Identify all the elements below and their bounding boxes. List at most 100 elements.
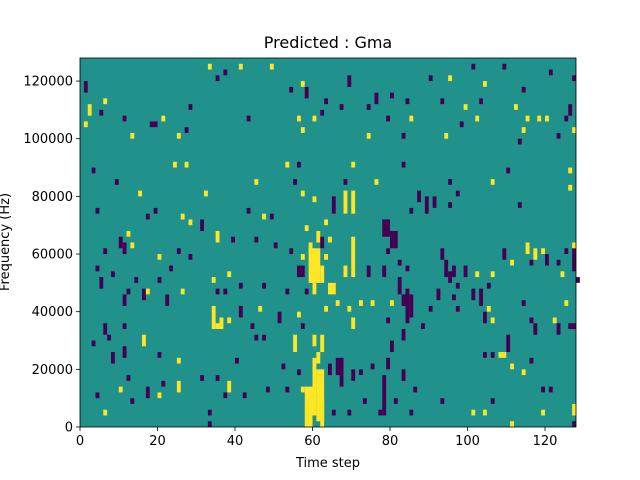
heatmap-cell-low: [393, 398, 398, 404]
x-tick-label: 80: [382, 434, 399, 449]
heatmap-cell-low: [304, 86, 309, 99]
heatmap-cell-high: [328, 282, 336, 295]
heatmap-cell-low: [401, 161, 406, 168]
heatmap-cell-low: [161, 380, 166, 387]
heatmap-cell-low: [293, 179, 297, 185]
y-tick-label: 120000: [23, 75, 73, 90]
heatmap-cell-high: [359, 300, 363, 306]
heatmap-cell-high: [320, 334, 325, 353]
heatmap-cell-low: [455, 190, 460, 197]
heatmap-cell-high: [300, 81, 305, 87]
heatmap-cell-low: [448, 202, 452, 208]
heatmap-cell-low: [238, 282, 243, 289]
heatmap-cell-low: [95, 392, 100, 399]
heatmap-cell-low: [366, 265, 371, 278]
heatmap-cell-low: [122, 294, 127, 306]
heatmap-cell-low: [397, 259, 402, 266]
heatmap-cell-high: [161, 115, 166, 122]
x-tick-label: 120: [533, 434, 558, 449]
heatmap-cell-high: [374, 179, 379, 185]
heatmap-cell-low: [572, 248, 576, 272]
heatmap-cell-low: [405, 288, 410, 324]
heatmap-cell-low: [409, 207, 414, 214]
heatmap-cell-low: [304, 288, 309, 295]
heatmap-cell-low: [401, 294, 406, 306]
x-tick-label: 20: [149, 434, 166, 449]
heatmap-cell-high: [238, 63, 243, 70]
heatmap-cell-high: [312, 282, 317, 295]
x-tick-label: 0: [76, 434, 84, 449]
heatmap-cell-high: [409, 115, 414, 122]
heatmap-cell-low: [297, 161, 301, 168]
heatmap-cell-high: [184, 161, 189, 168]
heatmap-cell-low: [99, 277, 104, 289]
heatmap-cell-low: [200, 219, 204, 231]
heatmap-cell-high: [483, 409, 487, 416]
heatmap-cell-low: [572, 421, 576, 427]
heatmap-cell-low: [479, 288, 483, 306]
heatmap-cell-low: [564, 248, 569, 255]
heatmap-cell-high: [262, 213, 266, 220]
x-tick-label: 100: [455, 434, 480, 449]
heatmap-cell-high: [297, 311, 301, 318]
heatmap-cell-low: [428, 305, 433, 312]
heatmap-cell-low: [238, 305, 243, 318]
heatmap-cell-low: [289, 86, 294, 93]
heatmap-cell-low: [157, 352, 162, 358]
heatmap-cell-high: [145, 288, 150, 295]
heatmap-cell-high: [335, 300, 340, 306]
heatmap-cell-high: [316, 230, 321, 243]
heatmap-cell-low: [320, 236, 325, 249]
heatmap-cell-low: [122, 323, 127, 329]
heatmap-cell-low: [463, 265, 468, 278]
heatmap-cell-high: [463, 104, 468, 110]
heatmap-cell-high: [130, 132, 135, 139]
heatmap-cell-low: [207, 421, 212, 427]
heatmap-cell-low: [91, 167, 96, 174]
heatmap-cell-high: [541, 248, 545, 255]
heatmap-cell-low: [401, 132, 406, 139]
heatmap-cell-high: [300, 190, 305, 197]
heatmap-cell-high: [514, 104, 518, 110]
heatmap-cell-low: [405, 98, 410, 105]
heatmap-cell-low: [324, 98, 328, 105]
heatmap-cell-low: [235, 357, 239, 364]
heatmap-cell-low: [436, 288, 441, 301]
heatmap-cell-low: [254, 236, 259, 243]
heatmap-cell-high: [537, 115, 542, 122]
heatmap-cell-low: [331, 409, 336, 416]
heatmap-cell-low: [118, 236, 123, 249]
heatmap-cell-low: [297, 265, 305, 278]
heatmap-cell-high: [227, 380, 232, 393]
y-tick-label: 20000: [32, 363, 73, 378]
heatmap-cell-low: [142, 288, 146, 301]
heatmap-cell-high: [572, 403, 576, 416]
heatmap-cell-high: [390, 300, 394, 306]
heatmap-cell-low: [378, 409, 383, 416]
heatmap-cell-low: [370, 363, 375, 370]
heatmap-cell-low: [479, 98, 483, 105]
heatmap-cell-low: [556, 132, 561, 139]
heatmap-cell-low: [122, 242, 127, 255]
heatmap-cell-low: [328, 363, 332, 376]
heatmap-cell-high: [312, 115, 317, 122]
heatmap-cell-low: [424, 196, 429, 214]
x-tick-label: 60: [304, 434, 321, 449]
heatmap-cell-low: [122, 115, 127, 122]
heatmap-cell-low: [529, 317, 534, 324]
heatmap-cell-high: [490, 271, 495, 278]
heatmap-cell-low: [382, 219, 390, 237]
heatmap-cell-high: [552, 317, 557, 324]
heatmap-cell-high: [370, 300, 375, 306]
heatmap-cell-low: [359, 369, 363, 376]
heatmap-cell-low: [440, 248, 445, 260]
heatmap-cell-high: [312, 334, 317, 347]
heatmap-cell-high: [316, 369, 325, 422]
heatmap-cell-high: [366, 132, 371, 139]
heatmap-cell-high: [87, 104, 92, 116]
heatmap-cell-high: [351, 236, 356, 266]
y-tick-label: 80000: [32, 190, 73, 205]
heatmap-cell-low: [390, 92, 394, 99]
y-tick-label: 0: [65, 421, 73, 436]
heatmap-cell-high: [188, 219, 193, 226]
